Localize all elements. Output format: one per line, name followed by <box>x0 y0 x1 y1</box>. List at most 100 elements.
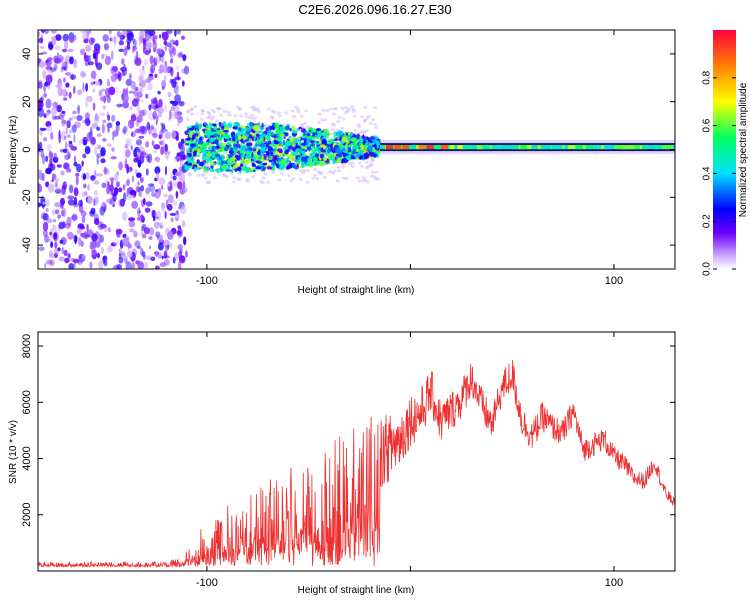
halo-blob <box>277 111 281 115</box>
band-blob <box>225 169 232 172</box>
noise-blob <box>68 184 74 194</box>
noise-blob <box>99 223 107 229</box>
band-blob <box>192 160 195 164</box>
noise-blob <box>142 198 146 205</box>
band-blob <box>303 140 306 146</box>
noise-blob <box>49 151 54 159</box>
noise-blob <box>113 238 121 246</box>
noise-blob <box>52 224 55 231</box>
noise-blob <box>107 126 110 133</box>
noise-blob <box>170 66 174 77</box>
noise-blob <box>50 30 57 34</box>
noise-blob <box>133 38 137 48</box>
noise-blob <box>93 48 100 55</box>
noise-blob <box>178 250 183 260</box>
snr-y-tick-label: 8000 <box>21 334 33 358</box>
halo-blob <box>278 114 283 118</box>
band-blob <box>312 136 316 141</box>
noise-blob <box>138 191 142 197</box>
noise-blob <box>110 74 117 83</box>
noise-blob <box>133 148 138 158</box>
band-blob <box>305 144 311 147</box>
band-blob <box>348 136 351 139</box>
noise-blob <box>164 75 167 82</box>
halo-blob <box>325 109 330 113</box>
noise-blob <box>124 236 130 244</box>
noise-blob <box>58 256 65 262</box>
noise-blob <box>150 100 158 110</box>
colorbar: 0.0 0.2 0.4 0.6 0.8 Normalized spectral ampl… <box>702 30 749 276</box>
noise-blob <box>151 209 157 219</box>
band-blob <box>204 167 207 170</box>
halo-blob <box>257 110 262 114</box>
line-segment <box>489 145 492 150</box>
noise-blob <box>105 177 108 187</box>
halo-blob <box>344 106 349 110</box>
band-blob <box>227 166 231 170</box>
noise-blob <box>66 120 71 129</box>
halo-blob <box>311 176 316 180</box>
band-blob <box>279 133 285 137</box>
halo-blob <box>341 117 346 121</box>
halo-blob <box>340 126 344 130</box>
noise-blob <box>71 124 77 133</box>
noise-blob <box>128 217 136 222</box>
band-blob <box>219 156 222 160</box>
spectrogram-region-2 <box>379 140 675 155</box>
band-blob <box>294 158 298 163</box>
noise-blob <box>116 264 122 269</box>
halo-blob <box>357 179 362 183</box>
noise-blob <box>158 134 162 140</box>
noise-blob <box>99 206 105 216</box>
noise-blob <box>79 70 86 78</box>
noise-blob <box>169 212 176 216</box>
band-blob <box>363 149 367 154</box>
noise-blob <box>102 119 107 124</box>
noise-blob <box>148 111 155 121</box>
noise-blob <box>78 199 83 207</box>
noise-blob <box>169 100 175 104</box>
noise-blob <box>86 119 91 125</box>
noise-blob <box>143 254 146 260</box>
halo-blob <box>204 176 208 180</box>
noise-blob <box>138 210 141 214</box>
noise-blob <box>136 149 141 153</box>
band-blob <box>194 124 200 129</box>
halo-blob <box>344 176 349 180</box>
noise-blob <box>112 135 115 141</box>
noise-blob <box>90 250 97 256</box>
band-blob <box>315 128 321 132</box>
band-blob <box>343 153 349 157</box>
noise-blob <box>93 115 101 124</box>
noise-blob <box>148 183 155 193</box>
noise-blob <box>93 190 99 196</box>
noise-blob <box>87 195 93 205</box>
halo-blob <box>365 117 369 120</box>
noise-blob <box>138 38 141 46</box>
noise-blob <box>96 173 103 177</box>
halo-blob <box>270 116 275 120</box>
noise-blob <box>60 197 65 206</box>
noise-blob <box>118 161 123 171</box>
noise-blob <box>67 48 74 53</box>
noise-blob <box>71 73 74 81</box>
noise-blob <box>154 166 161 175</box>
band-blob <box>268 126 275 130</box>
band-blob <box>310 143 316 147</box>
line-segment <box>620 145 628 150</box>
noise-blob <box>126 178 130 186</box>
noise-blob <box>161 202 165 210</box>
snr-panel: -100 100 2000 4000 6000 8000 Height of straig… <box>8 331 676 596</box>
halo-blob <box>360 164 365 168</box>
line-segment <box>653 145 658 150</box>
band-blob <box>244 159 249 165</box>
noise-blob <box>80 210 87 217</box>
band-blob <box>303 131 306 137</box>
spectrogram-marks <box>38 30 675 269</box>
band-blob <box>323 132 328 138</box>
noise-blob <box>125 181 129 186</box>
band-blob <box>331 154 336 159</box>
band-blob <box>211 127 214 133</box>
noise-blob <box>82 173 87 181</box>
noise-blob <box>133 230 138 238</box>
